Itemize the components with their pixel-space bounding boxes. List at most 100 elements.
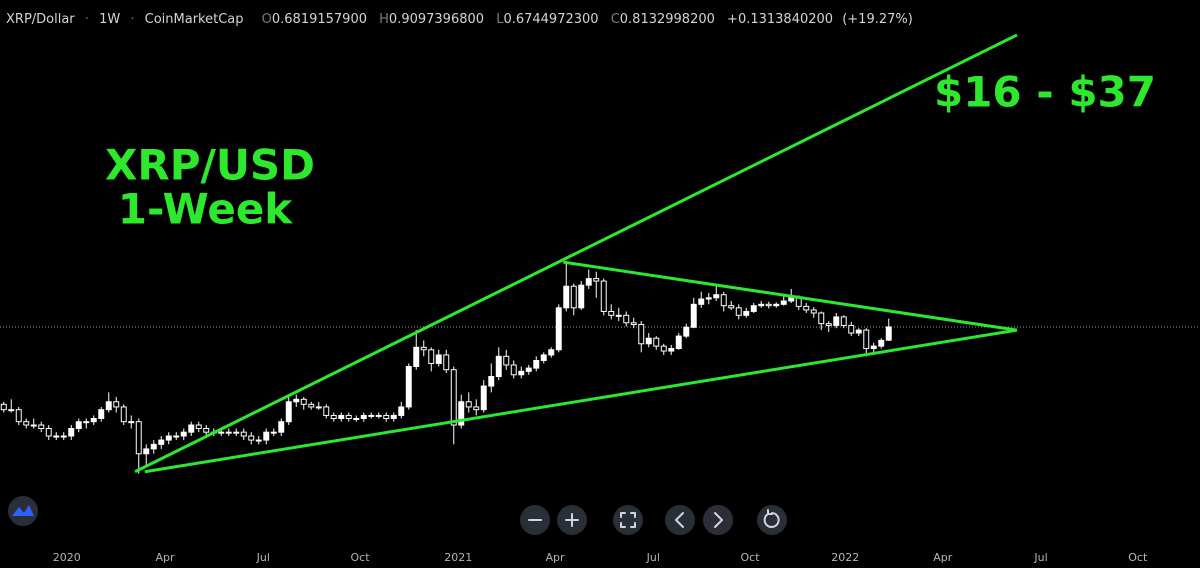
candle-body (150, 443, 157, 450)
candle-body (803, 305, 810, 311)
candle-body (450, 369, 457, 426)
change: +0.1313840200 (727, 12, 833, 27)
candle-body (683, 326, 690, 337)
candle-body (308, 403, 315, 408)
candle-body (818, 312, 825, 325)
plot-area (0, 33, 1200, 474)
candle-body (548, 349, 555, 356)
symbol: XRP/Dollar (6, 12, 75, 27)
x-tick-label: Apr (933, 551, 953, 564)
candle-body (60, 435, 67, 438)
interval: 1W (99, 12, 120, 27)
candle-body (293, 398, 300, 403)
fullscreen-button[interactable] (613, 505, 643, 535)
candle-body (420, 346, 427, 351)
candle-body (488, 376, 495, 387)
candle-body (495, 355, 502, 378)
scroll-left-button[interactable] (665, 505, 695, 535)
ohlc-key: H (379, 12, 389, 27)
header: XRP/Dollar · 1W · CoinMarketCap O0.68191… (6, 12, 913, 27)
ohlc-key: C (611, 12, 620, 27)
candle-body (788, 297, 795, 302)
candle-body (173, 435, 180, 438)
trendline (144, 328, 1018, 474)
change-percent: (+19.27%) (842, 12, 913, 27)
candle-body (675, 335, 682, 350)
candle-body (825, 323, 832, 326)
annotation: XRP/USD (105, 141, 315, 190)
candle-body (585, 278, 592, 286)
candle-body (323, 406, 330, 416)
x-tick-label: 2021 (444, 551, 472, 564)
candle-body (218, 431, 225, 434)
candle-body (435, 354, 442, 364)
candle-body (863, 329, 870, 350)
candle-body (8, 409, 15, 412)
candle-body (188, 424, 195, 433)
candle-body (728, 305, 735, 309)
candle-body (0, 403, 7, 411)
x-tick-label: Oct (350, 551, 370, 564)
reset-button[interactable] (757, 505, 787, 535)
candle-body (233, 431, 240, 434)
x-tick-label: 2022 (831, 551, 859, 564)
candle-body (848, 324, 855, 334)
candle-body (473, 406, 480, 411)
candle-body (615, 314, 622, 317)
annotation: 1-Week (118, 185, 294, 234)
candle-body (705, 297, 712, 300)
candle-body (30, 424, 37, 427)
candle-body (353, 418, 360, 421)
candle-body (278, 421, 285, 433)
candle-body (810, 309, 817, 314)
x-tick-label: Apr (545, 551, 565, 564)
candle-body (128, 421, 135, 424)
candle-body (593, 278, 600, 282)
candle-body (270, 431, 277, 434)
candle-body (360, 414, 367, 420)
separator: · (85, 12, 89, 27)
source: CoinMarketCap (145, 12, 244, 27)
candle-body (383, 414, 390, 420)
candle-body (660, 345, 667, 352)
scroll-right-button[interactable] (703, 505, 733, 535)
candle-body (413, 346, 420, 368)
candle-body (368, 414, 375, 417)
candle-body (285, 401, 292, 423)
candle-body (180, 431, 187, 437)
candle-body (540, 354, 547, 362)
candle-body (608, 310, 615, 316)
trendline (134, 33, 1018, 474)
candle-body (225, 431, 232, 434)
candle-body (773, 303, 780, 307)
candle-body (428, 349, 435, 364)
candle-body (525, 367, 532, 372)
candle-body (443, 354, 450, 371)
candle-body (120, 406, 127, 423)
candle-body (345, 414, 352, 420)
candle-body (390, 414, 397, 420)
zoom-out-button[interactable] (520, 505, 550, 535)
candle-body (713, 294, 720, 299)
logo[interactable] (8, 496, 38, 526)
candle-body (315, 406, 322, 409)
x-tick-label: Jul (1033, 551, 1047, 564)
candle-body (113, 401, 120, 408)
ohlc-value: 0.9097396800 (389, 12, 484, 27)
x-tick-label: Apr (155, 551, 175, 564)
ohlc-key: O (262, 12, 272, 27)
candle-body (75, 421, 82, 430)
candle-body (203, 428, 210, 433)
toolbar (520, 505, 787, 535)
ohlc-key: L (496, 12, 504, 27)
candle-body (135, 421, 142, 455)
candle-body (720, 294, 727, 307)
candle-body (158, 439, 165, 445)
candle-body (668, 348, 675, 352)
candle-body (765, 303, 772, 307)
ohlc-value: 0.8132998200 (620, 12, 715, 27)
zoom-in-button[interactable] (557, 505, 587, 535)
candle-body (263, 431, 270, 441)
